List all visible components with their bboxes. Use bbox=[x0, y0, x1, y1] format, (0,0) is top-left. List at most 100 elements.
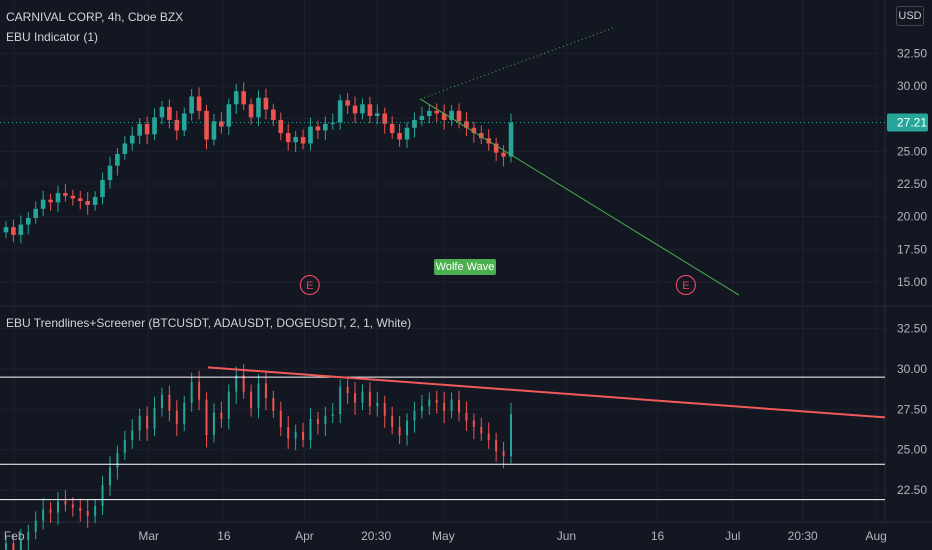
candle-body bbox=[92, 197, 98, 205]
lower-candle-body bbox=[287, 427, 290, 439]
lower-candle-body bbox=[420, 406, 423, 411]
time-axis: Feb Mar 16 Apr 20:30 May Jun 16 Jul 20:30 Aug bbox=[4, 529, 887, 543]
lower-candle-body bbox=[413, 410, 416, 421]
price-tick-label: 30.00 bbox=[897, 362, 927, 376]
candle-body bbox=[427, 110, 432, 117]
candle-body bbox=[226, 104, 232, 127]
candle-body bbox=[85, 200, 90, 205]
candle-body bbox=[456, 110, 462, 122]
candle-body bbox=[330, 122, 336, 124]
wolfe-lower-trendline bbox=[420, 98, 740, 296]
lower-candle-body bbox=[212, 412, 215, 436]
lower-candle-body bbox=[86, 510, 89, 516]
time-tick-label: May bbox=[432, 529, 455, 543]
candle-body bbox=[233, 91, 239, 105]
candle-body bbox=[11, 227, 16, 235]
lower-candle-body bbox=[116, 452, 119, 468]
lower-candle-body bbox=[27, 531, 30, 541]
lower-candle-body bbox=[302, 431, 305, 440]
time-tick-label: Jul bbox=[725, 529, 740, 543]
lower-candle-body bbox=[108, 467, 111, 486]
lower-candle-body bbox=[272, 398, 275, 411]
price-tick-label: 27.50 bbox=[897, 402, 927, 416]
lower-candle-body bbox=[324, 415, 327, 424]
lower-candle-body bbox=[487, 433, 490, 440]
candle-body bbox=[449, 110, 454, 120]
candle-body bbox=[204, 110, 209, 140]
candle-body bbox=[196, 96, 202, 111]
lower-candle-body bbox=[391, 415, 394, 428]
lower-candle-body bbox=[465, 412, 468, 421]
price-tick-label: 32.50 bbox=[897, 46, 927, 60]
lower-candle-body bbox=[250, 391, 253, 408]
lower-candle-body bbox=[480, 427, 483, 434]
lower-candle-body bbox=[94, 506, 97, 516]
candle-body bbox=[77, 198, 83, 201]
candle-body bbox=[300, 136, 306, 144]
time-tick-label: Aug bbox=[865, 529, 886, 543]
candle-body bbox=[278, 119, 284, 134]
candle-body bbox=[389, 123, 395, 134]
lower-candle-body bbox=[331, 414, 334, 416]
lower-candle-body bbox=[309, 419, 312, 440]
symbol-legend[interactable]: CARNIVAL CORP, 4h, Cboe BZX bbox=[6, 10, 184, 24]
lower-candle-body bbox=[175, 410, 178, 424]
candle-body bbox=[345, 100, 350, 106]
lower-candle-body bbox=[131, 430, 134, 440]
lower-candle-body bbox=[123, 439, 126, 453]
time-tick-label: 16 bbox=[217, 529, 231, 543]
time-tick-label: Mar bbox=[138, 529, 159, 543]
candle-body bbox=[18, 224, 24, 235]
lower-indicator-pane bbox=[0, 364, 886, 550]
currency-button[interactable]: USD bbox=[896, 6, 924, 26]
lower-candle-body bbox=[242, 375, 245, 392]
candle-body bbox=[367, 104, 373, 117]
time-tick-label: Apr bbox=[295, 529, 314, 543]
lower-candle-body bbox=[79, 507, 82, 511]
lower-candle-body bbox=[205, 399, 208, 436]
lower-candle-body bbox=[294, 431, 297, 439]
lower-candle-body bbox=[502, 451, 505, 457]
screener-legend[interactable]: EBU Trendlines+Screener (BTCUSDT, ADAUSD… bbox=[6, 316, 412, 330]
candle-body bbox=[285, 133, 291, 143]
candle-body bbox=[40, 199, 46, 209]
candle-body bbox=[137, 123, 142, 136]
wolfe-upper-trendline bbox=[420, 26, 616, 100]
candle-body bbox=[412, 119, 417, 128]
candle-body bbox=[471, 127, 477, 134]
price-tick-label: 30.00 bbox=[897, 79, 927, 93]
lower-candle-body bbox=[450, 399, 453, 411]
candle-body bbox=[25, 217, 31, 225]
candle-body bbox=[241, 91, 246, 105]
candle-body bbox=[375, 113, 380, 117]
candle-body bbox=[211, 121, 217, 140]
price-tick-label: 22.50 bbox=[897, 483, 927, 497]
lower-candle-body bbox=[346, 386, 349, 394]
candle-body bbox=[434, 110, 440, 114]
candle-body bbox=[70, 195, 76, 199]
lower-candle-body bbox=[264, 383, 267, 399]
candle-body bbox=[464, 121, 469, 128]
candle-body bbox=[167, 106, 172, 120]
candle-body bbox=[478, 133, 484, 139]
candle-body bbox=[63, 193, 68, 196]
candle-body bbox=[441, 113, 447, 120]
earnings-marker-label: E bbox=[306, 280, 313, 292]
candle-body bbox=[33, 208, 39, 218]
lower-candle-body bbox=[257, 383, 260, 408]
lower-candle-body bbox=[153, 407, 156, 429]
wolfe-wave-label: Wolfe Wave bbox=[434, 259, 496, 275]
indicator-legend[interactable]: EBU Indicator (1) bbox=[6, 30, 99, 44]
candle-body bbox=[129, 135, 135, 144]
lower-candle-body bbox=[64, 501, 67, 505]
candle-body bbox=[508, 122, 514, 157]
lower-candle-body bbox=[42, 509, 45, 521]
lower-candle-body bbox=[146, 415, 149, 429]
lower-candle-body bbox=[495, 439, 498, 452]
lower-candle-body bbox=[339, 386, 342, 415]
lower-candle-body bbox=[443, 402, 446, 411]
candle-body bbox=[248, 104, 254, 118]
candle-body bbox=[256, 97, 261, 118]
lower-candle-body bbox=[376, 402, 379, 407]
